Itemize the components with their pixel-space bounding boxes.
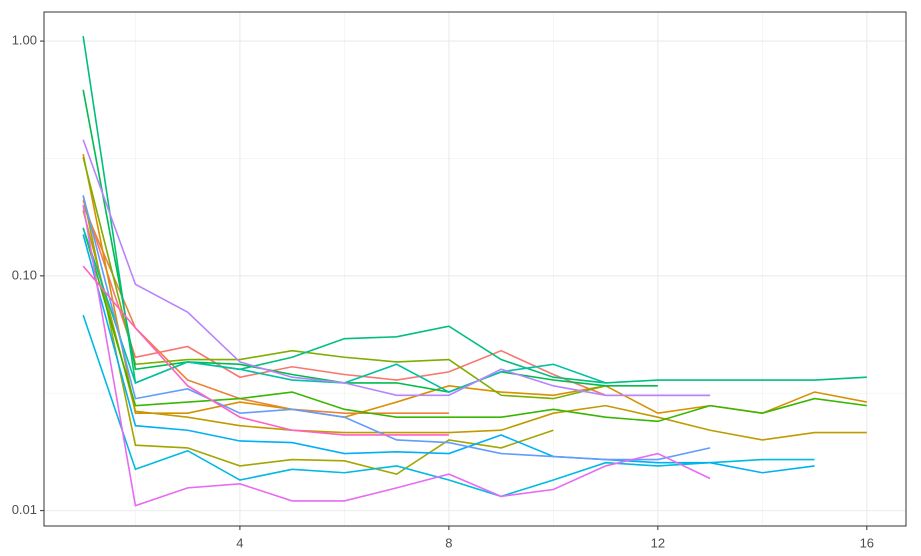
series-line — [82, 210, 867, 441]
panel — [44, 12, 906, 526]
x-tick-label: 4 — [236, 535, 243, 550]
x-tick-label: 8 — [445, 535, 452, 550]
y-tick-label: 0.01 — [12, 502, 37, 517]
x-tick-label: 12 — [651, 535, 665, 550]
x-tick-label: 16 — [860, 535, 874, 550]
series-line — [82, 89, 658, 393]
series-line — [82, 265, 449, 436]
series-line — [82, 205, 711, 507]
panel-border — [43, 11, 907, 527]
series-line — [82, 157, 606, 400]
series-line — [82, 139, 711, 397]
series-line — [82, 234, 815, 474]
series-line — [82, 195, 711, 461]
series-line — [82, 314, 815, 498]
y-tick-label: 0.10 — [12, 267, 37, 282]
y-tick-label: 1.00 — [12, 33, 37, 48]
